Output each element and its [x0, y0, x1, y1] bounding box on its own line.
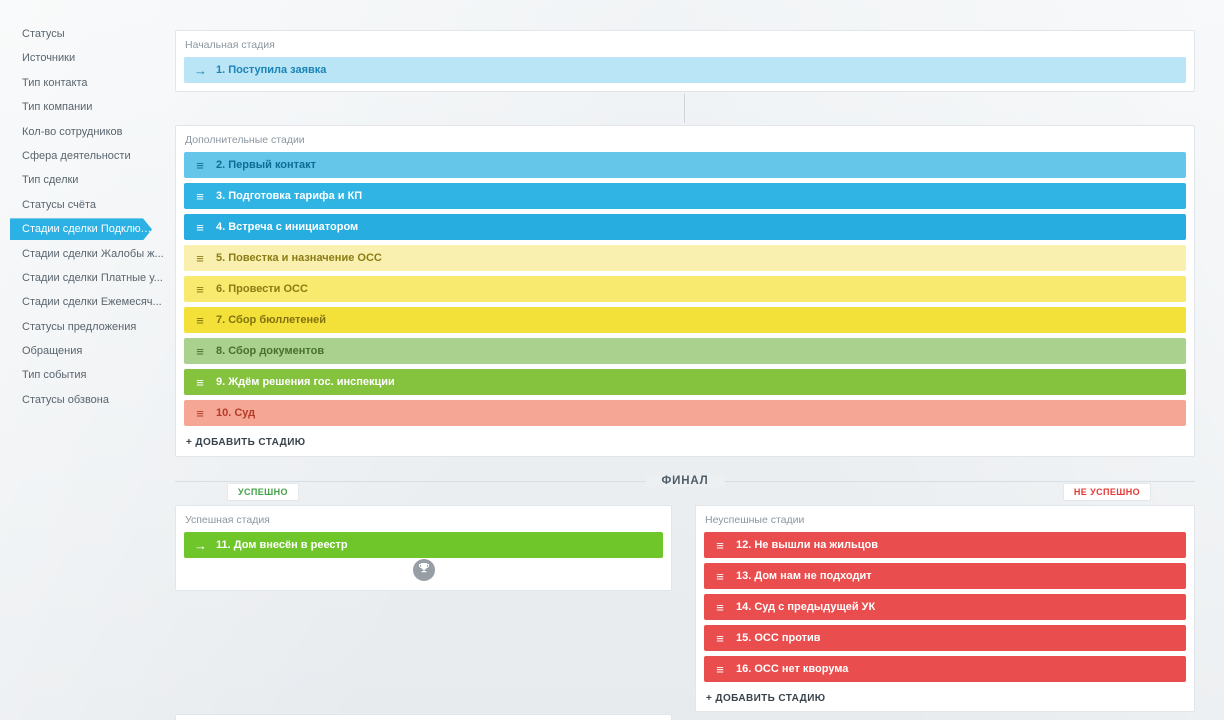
stage-bar-3[interactable]: ≡ 3. Подготовка тарифа и КП: [184, 183, 1186, 209]
drag-handle-icon[interactable]: ≡: [196, 312, 204, 328]
stage-label: 4. Встреча с инициатором: [216, 221, 359, 233]
stage-label: 13. Дом нам не подходит: [736, 570, 872, 582]
additional-stages-panel: Дополнительные стадии ≡ 2. Первый контак…: [175, 125, 1195, 457]
drag-handle-icon[interactable]: ≡: [196, 188, 204, 204]
stage-bar-7[interactable]: ≡ 7. Сбор бюллетеней: [184, 307, 1186, 333]
sidebar-item-contact-type[interactable]: Тип контакта: [22, 76, 88, 89]
stage-label: 5. Повестка и назначение ОСС: [216, 252, 382, 264]
panel-title: Неуспешные стадии: [705, 514, 805, 526]
stage-label: 3. Подготовка тарифа и КП: [216, 190, 363, 202]
final-divider: ФИНАЛ УСПЕШНО НЕ УСПЕШНО: [175, 474, 1195, 501]
drag-handle-icon[interactable]: ≡: [196, 157, 204, 173]
drag-handle-icon[interactable]: ≡: [196, 405, 204, 421]
sidebar-item-employee-count[interactable]: Кол-во сотрудников: [22, 125, 123, 138]
stage-bar-2[interactable]: ≡ 2. Первый контакт: [184, 152, 1186, 178]
sidebar-item-sources[interactable]: Источники: [22, 52, 76, 65]
add-stage-button[interactable]: + ДОБАВИТЬ СТАДИЮ: [706, 693, 826, 704]
initial-stage-panel: Начальная стадия → 1. Поступила заявка: [175, 30, 1195, 92]
sidebar-item-call-statuses[interactable]: Статусы обзвона: [22, 393, 109, 406]
stage-label: 6. Провести ОСС: [216, 283, 308, 295]
stage-label: 10. Суд: [216, 407, 256, 419]
stage-bar-14[interactable]: ≡ 14. Суд с предыдущей УК: [704, 594, 1186, 620]
sidebar-item-statuses[interactable]: Статусы: [22, 28, 65, 40]
success-badge: УСПЕШНО: [227, 483, 299, 501]
stage-bar-15[interactable]: ≡ 15. ОСС против: [704, 625, 1186, 651]
stage-bar-11[interactable]: → 11. Дом внесён в реестр: [184, 532, 663, 558]
sidebar-item-deal-stages-platnye[interactable]: Стадии сделки Платные у...: [22, 271, 163, 284]
drag-handle-icon[interactable]: ≡: [196, 250, 204, 266]
panel-title: Начальная стадия: [185, 39, 275, 51]
add-stage-button[interactable]: + ДОБАВИТЬ СТАДИЮ: [186, 437, 306, 448]
arrow-right-icon: →: [194, 62, 207, 78]
drag-handle-icon[interactable]: ≡: [196, 219, 204, 235]
final-divider-label: ФИНАЛ: [645, 475, 725, 487]
stage-bar-6[interactable]: ≡ 6. Провести ОСС: [184, 276, 1186, 302]
drag-handle-icon[interactable]: ≡: [196, 374, 204, 390]
sidebar-item-activity-sphere[interactable]: Сфера деятельности: [22, 149, 131, 162]
settings-sidebar: Статусы Источники Тип контакта Тип компа…: [0, 22, 172, 412]
stage-bar-10[interactable]: ≡ 10. Суд: [184, 400, 1186, 426]
drag-handle-icon[interactable]: ≡: [716, 537, 724, 553]
stage-bar-13[interactable]: ≡ 13. Дом нам не подходит: [704, 563, 1186, 589]
stage-bar-4[interactable]: ≡ 4. Встреча с инициатором: [184, 214, 1186, 240]
next-panel-edge: [175, 714, 672, 720]
arrow-right-icon: →: [194, 537, 207, 553]
stage-bar-9[interactable]: ≡ 9. Ждём решения гос. инспекции: [184, 369, 1186, 395]
stage-label: 12. Не вышли на жильцов: [736, 539, 878, 551]
sidebar-item-invoice-statuses[interactable]: Статусы счёта: [22, 198, 96, 211]
sidebar-item-event-type[interactable]: Тип события: [22, 369, 87, 382]
drag-handle-icon[interactable]: ≡: [716, 568, 724, 584]
sidebar-item-appeals[interactable]: Обращения: [22, 345, 83, 358]
stage-label: 14. Суд с предыдущей УК: [736, 601, 876, 613]
sidebar-item-company-type[interactable]: Тип компании: [22, 101, 93, 114]
drag-handle-icon[interactable]: ≡: [716, 599, 724, 615]
stage-label: 8. Сбор документов: [216, 345, 325, 357]
sidebar-item-deal-stages-podkluch[interactable]: Стадии сделки Подключ...: [10, 218, 152, 240]
drag-handle-icon[interactable]: ≡: [196, 343, 204, 359]
drag-handle-icon[interactable]: ≡: [196, 281, 204, 297]
panel-connector-line: [684, 94, 685, 123]
stage-bar-16[interactable]: ≡ 16. ОСС нет кворума: [704, 656, 1186, 682]
sidebar-item-offer-statuses[interactable]: Статусы предложения: [22, 320, 137, 333]
not-success-badge: НЕ УСПЕШНО: [1062, 483, 1151, 501]
drag-handle-icon[interactable]: ≡: [716, 661, 724, 677]
panel-title: Дополнительные стадии: [185, 134, 305, 146]
stage-label: 9. Ждём решения гос. инспекции: [216, 376, 395, 388]
sidebar-item-deal-stages-ezhemesyach[interactable]: Стадии сделки Ежемесяч...: [22, 296, 162, 309]
sidebar-item-deal-type[interactable]: Тип сделки: [22, 174, 79, 187]
stage-label: 16. ОСС нет кворума: [736, 663, 849, 675]
stage-label: 11. Дом внесён в реестр: [216, 539, 348, 551]
stage-bar-5[interactable]: ≡ 5. Повестка и назначение ОСС: [184, 245, 1186, 271]
stage-label: 15. ОСС против: [736, 632, 821, 644]
panel-title: Успешная стадия: [185, 514, 270, 526]
drag-handle-icon[interactable]: ≡: [716, 630, 724, 646]
success-stage-panel: Успешная стадия → 11. Дом внесён в реест…: [175, 505, 672, 591]
stage-bar-1[interactable]: → 1. Поступила заявка: [184, 57, 1186, 83]
stage-label: 7. Сбор бюллетеней: [216, 314, 327, 326]
trophy-button[interactable]: [412, 559, 435, 581]
stage-bar-8[interactable]: ≡ 8. Сбор документов: [184, 338, 1186, 364]
stage-label: 2. Первый контакт: [216, 159, 317, 171]
stage-label: 1. Поступила заявка: [216, 64, 327, 76]
failure-stages-panel: Неуспешные стадии ≡ 12. Не вышли на жиль…: [695, 505, 1195, 712]
sidebar-item-deal-stages-zhaloby[interactable]: Стадии сделки Жалобы ж...: [22, 247, 164, 260]
stage-bar-12[interactable]: ≡ 12. Не вышли на жильцов: [704, 532, 1186, 558]
trophy-icon: [418, 561, 430, 579]
